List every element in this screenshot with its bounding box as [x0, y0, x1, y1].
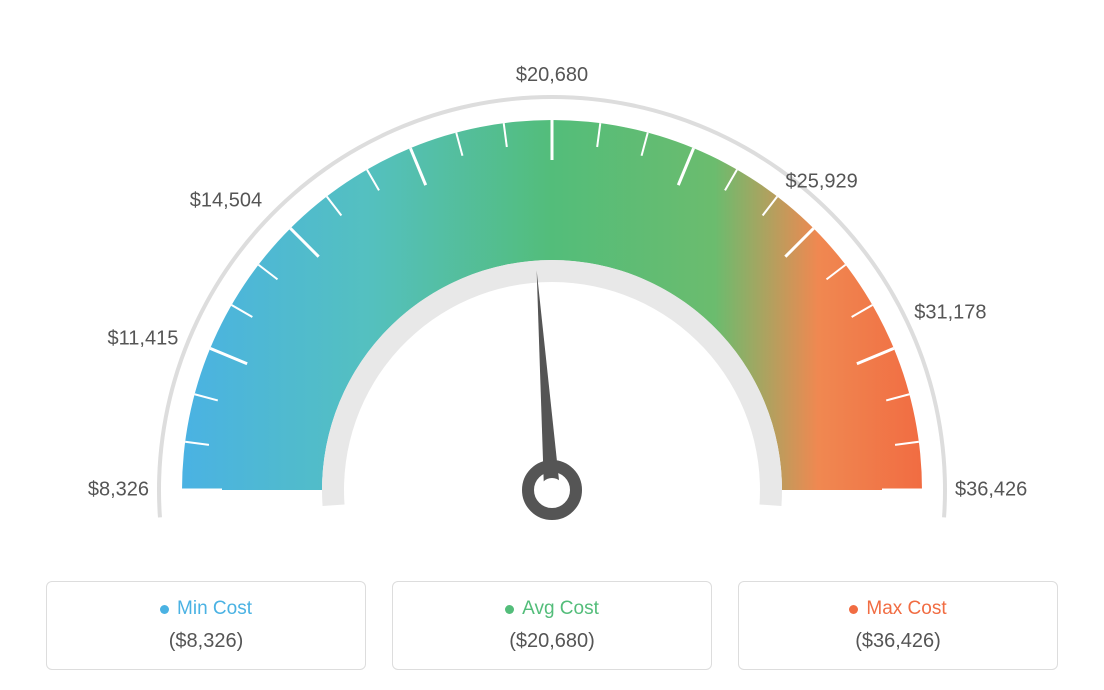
tick-label: $36,426: [955, 479, 1027, 502]
legend-min-label: Min Cost: [177, 598, 252, 620]
gauge-svg: [92, 20, 1012, 540]
legend-avg-label: Avg Cost: [522, 598, 599, 620]
legend-avg-title: Avg Cost: [393, 598, 711, 620]
dot-icon: [505, 605, 514, 614]
legend-avg-value: ($20,680): [393, 630, 711, 653]
dot-icon: [160, 605, 169, 614]
legend-max-value: ($36,426): [739, 630, 1057, 653]
legend-min-title: Min Cost: [47, 598, 365, 620]
legend-max-label: Max Cost: [866, 598, 946, 620]
cost-gauge: $8,326$11,415$14,504$20,680$25,929$31,17…: [92, 20, 1012, 540]
legend-row: Min Cost ($8,326) Avg Cost ($20,680) Max…: [0, 581, 1104, 670]
legend-max-title: Max Cost: [739, 598, 1057, 620]
tick-label: $8,326: [88, 479, 149, 502]
legend-min: Min Cost ($8,326): [46, 581, 366, 670]
tick-label: $31,178: [914, 302, 986, 325]
legend-min-value: ($8,326): [47, 630, 365, 653]
legend-max: Max Cost ($36,426): [738, 581, 1058, 670]
dot-icon: [849, 605, 858, 614]
tick-label: $20,680: [516, 64, 588, 87]
legend-avg: Avg Cost ($20,680): [392, 581, 712, 670]
tick-label: $14,504: [190, 189, 262, 212]
tick-label: $25,929: [786, 170, 858, 193]
tick-label: $11,415: [108, 328, 179, 351]
